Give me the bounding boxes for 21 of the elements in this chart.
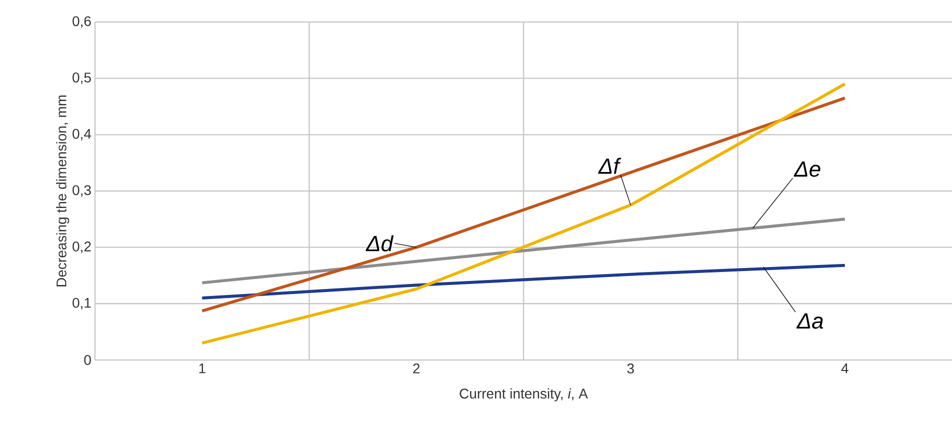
x-tick-label: 2: [413, 364, 420, 374]
annotation: Δd: [366, 235, 394, 252]
y-tick-label: 0,6: [72, 16, 91, 28]
annotation: Δe: [794, 161, 820, 177]
y-tick-label: 0,3: [72, 185, 91, 197]
line-series: [200, 96, 846, 312]
annotation: Δa: [796, 313, 824, 329]
y-tick-label: 0,2: [72, 242, 91, 254]
x-axis-title: Current intensity, i, A: [460, 388, 588, 402]
y-tick-label: 0,4: [72, 128, 92, 140]
y-axis-title: Decreasing the dimension, mm: [56, 95, 70, 286]
line-series: [200, 264, 846, 300]
line-series: [200, 82, 846, 345]
y-tick-label: 0,1: [72, 298, 91, 310]
x-tick-label: 1: [199, 364, 206, 374]
x-tick-label: 4: [841, 364, 848, 374]
y-tick-label: 0,5: [72, 72, 91, 84]
x-tick-label: 3: [627, 364, 634, 374]
y-tick-label: 0: [84, 355, 91, 365]
line-series: [200, 218, 846, 284]
annotation: Δf: [598, 158, 622, 174]
